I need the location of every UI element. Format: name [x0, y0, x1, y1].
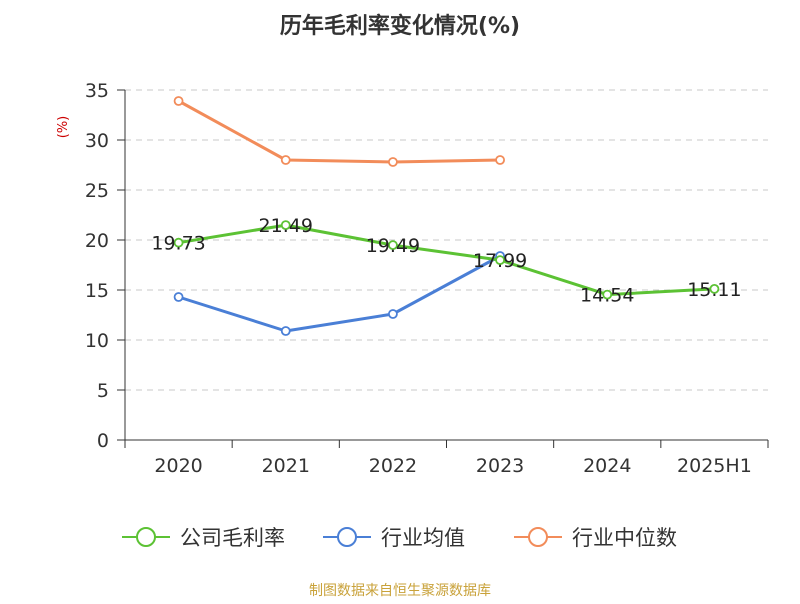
y-tick-label: 25 [85, 180, 109, 202]
source-note: 制图数据来自恒生聚源数据库 [309, 583, 491, 599]
x-tick-label: 2020 [154, 455, 202, 477]
legend-item: 公司毛利率 [122, 526, 285, 550]
data-point [602, 289, 613, 300]
legend-label: 公司毛利率 [180, 526, 285, 550]
data-point [173, 292, 184, 302]
data-point [173, 237, 184, 248]
data-label: 19.49 [366, 235, 420, 257]
legend-item: 行业均值 [323, 526, 465, 550]
legend-label: 行业中位数 [572, 526, 677, 550]
y-tick-label: 20 [85, 230, 109, 252]
y-tick-label: 10 [85, 330, 109, 352]
y-tick-label: 30 [85, 130, 109, 152]
legend-swatch-marker [528, 527, 548, 547]
series-line [177, 223, 716, 297]
legend-label: 行业均值 [381, 526, 465, 550]
data-point [495, 255, 505, 266]
data-label: 19.73 [151, 233, 205, 255]
x-tick-label: 2022 [369, 455, 417, 477]
series-2 [173, 251, 505, 336]
legend: 公司毛利率 行业均值 行业中位数 [122, 526, 677, 550]
legend-swatch-marker [337, 527, 357, 547]
series-1 [173, 220, 720, 300]
data-label: 21.49 [259, 215, 313, 237]
legend-swatch-marker [136, 527, 156, 547]
data-point [388, 157, 398, 167]
chart-title: 历年毛利率变化情况(%) [280, 13, 520, 39]
data-label: 15.11 [687, 279, 741, 301]
series-line [177, 254, 502, 333]
data-point [280, 155, 291, 165]
data-point [388, 309, 398, 319]
data-point [709, 283, 720, 294]
series-line [177, 99, 502, 164]
x-tick-label: 2025H1 [677, 455, 752, 477]
data-label: 14.54 [580, 285, 634, 307]
y-tick-label: 0 [97, 430, 109, 452]
axes: 0 5 10 15 20 25 30 35 2020 2021 2022 2023 2024 2025H1 [85, 80, 769, 477]
x-tick-label: 2023 [476, 455, 524, 477]
data-point [495, 155, 505, 165]
x-tick-label: 2021 [262, 455, 310, 477]
y-tick-label: 35 [85, 80, 109, 102]
data-point [280, 326, 291, 336]
series-lines [173, 96, 720, 336]
grid-lines [125, 89, 768, 391]
data-point [280, 220, 291, 231]
data-point [173, 96, 184, 106]
y-tick-label: 5 [97, 380, 109, 402]
data-point [388, 240, 398, 251]
x-tick-label: 2024 [583, 455, 631, 477]
legend-item: 行业中位数 [514, 526, 677, 550]
series-3 [173, 96, 505, 167]
y-axis-label: (%) [56, 116, 71, 139]
y-tick-label: 15 [85, 280, 109, 302]
data-labels: 19.73 21.49 19.49 17.99 14.54 15.11 [151, 215, 741, 307]
data-label: 17.99 [473, 250, 527, 272]
